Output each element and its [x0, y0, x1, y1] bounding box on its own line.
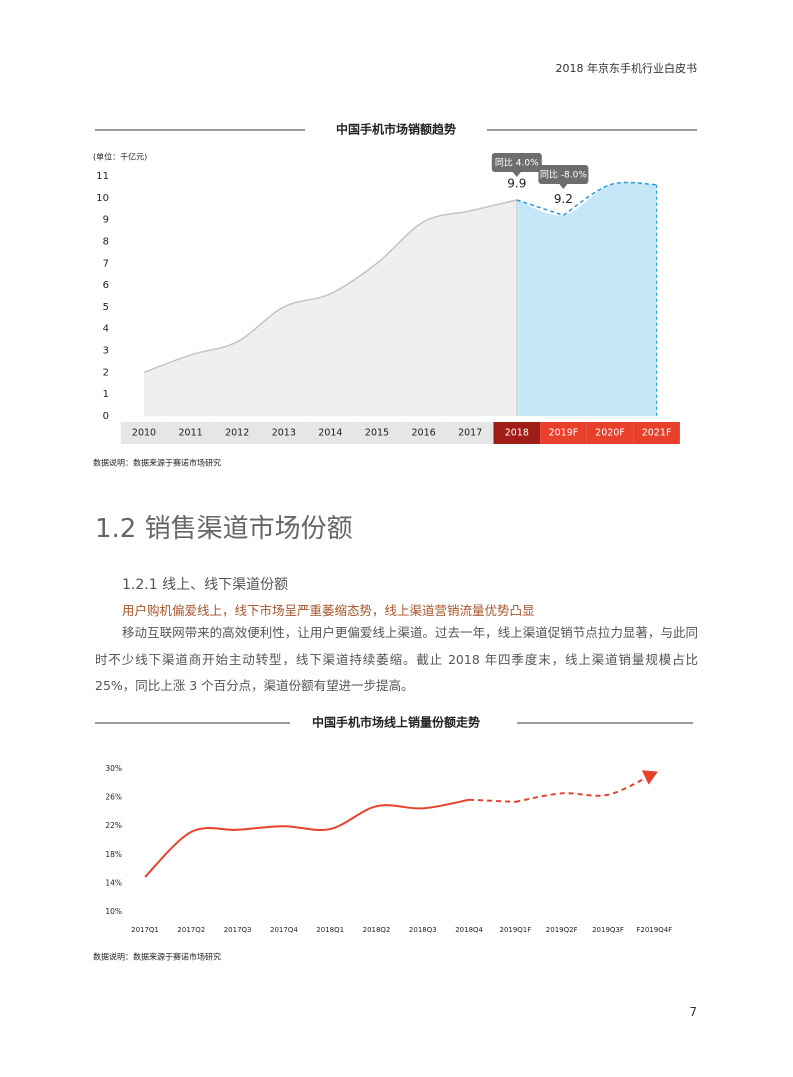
- x-tick-label: 2014: [318, 428, 342, 439]
- section-subtitle: 1.2.1 线上、线下渠道份额: [122, 577, 289, 593]
- x-tick-label: 2015: [365, 428, 389, 439]
- x-tick-label: 2017Q3: [224, 926, 252, 934]
- category-band: [167, 422, 214, 444]
- x-tick-label: 2017Q1: [131, 926, 159, 934]
- lead: 用户购机偏爱线上，线下市场呈严重萎缩态势，线上渠道营销流量优势凸显: [122, 603, 535, 618]
- annotation: 同比 -8.0%: [540, 169, 587, 181]
- area-line: [562, 181, 657, 216]
- x-tick-label: 2018Q4: [455, 926, 483, 934]
- x-tick-label: 2012: [225, 428, 249, 439]
- chart-title: 中国手机市场线上销量份额走势: [312, 715, 480, 730]
- y-tick-label: 22%: [105, 821, 122, 830]
- annotation-box: [538, 165, 589, 184]
- y-tick-label: 5: [103, 302, 109, 313]
- category-band: [353, 422, 401, 444]
- header: 2018 年京东手机行业白皮书: [555, 62, 698, 75]
- value-label: 9.2: [554, 192, 573, 206]
- x-tick-label: 2018Q1: [316, 926, 344, 934]
- x-tick-label: 2011: [179, 428, 203, 439]
- y-tick-label: 1: [103, 389, 109, 400]
- section-title: 1.2 销售渠道市场份额: [95, 514, 353, 544]
- y-tick-label: 7: [103, 258, 109, 269]
- value-label: 9.9: [507, 177, 526, 191]
- line: [144, 798, 470, 878]
- x-tick-label: 2017Q4: [270, 926, 298, 934]
- category-band: [400, 422, 447, 444]
- y-tick-label: 9: [103, 215, 109, 226]
- page-number: 7: [689, 1005, 697, 1019]
- y-tick-label: 10%: [105, 907, 122, 916]
- x-tick-label: 2010: [132, 428, 156, 439]
- line: [515, 770, 658, 803]
- x-tick-label: 2018Q2: [363, 926, 391, 934]
- category-band: [213, 422, 261, 444]
- body-text: 移动互联网带来的高效便利性，让用户更偏爱线上渠道。过去一年，线上渠道促销节点拉力…: [95, 625, 698, 693]
- x-tick-label: 2017: [458, 428, 482, 439]
- x-tick-label: 2019F: [549, 428, 579, 439]
- area-line: [143, 199, 517, 374]
- category-band: [260, 422, 308, 444]
- connector: [469, 798, 516, 803]
- y-tick-label: 14%: [105, 878, 122, 887]
- y-tick-label: 4: [103, 324, 109, 335]
- x-tick-label: 2017Q2: [177, 926, 205, 934]
- x-tick-label: 2019Q1F: [499, 926, 531, 934]
- x-tick-label: 2018: [505, 428, 529, 439]
- annotation-tip: [559, 184, 568, 189]
- unit-label: (单位：千亿元): [93, 152, 147, 162]
- chart-title: 中国手机市场销额趋势: [336, 122, 456, 137]
- y-tick-label: 26%: [105, 793, 122, 802]
- source-note: 数据说明：数据来源于赛诺市场研究: [93, 458, 221, 468]
- y-tick-label: 18%: [105, 850, 122, 859]
- x-tick-label: 2016: [412, 428, 436, 439]
- y-tick-label: 0: [103, 411, 109, 422]
- y-tick-label: 8: [103, 236, 109, 247]
- y-tick-label: 30%: [105, 764, 122, 773]
- annotation-tip: [512, 172, 521, 177]
- y-tick-label: 3: [103, 346, 109, 357]
- annotation-box: [491, 153, 542, 172]
- category-band: [120, 422, 168, 444]
- area-fill: [516, 182, 657, 416]
- x-tick-label: 2020F: [595, 428, 625, 439]
- category-band: [446, 422, 494, 444]
- connector: [516, 199, 564, 216]
- x-tick-label: 2021F: [642, 428, 672, 439]
- x-tick-label: 2019Q2F: [546, 926, 578, 934]
- category-band: [307, 422, 354, 444]
- x-tick-label: 2018Q3: [409, 926, 437, 934]
- category-band: [633, 422, 680, 444]
- source-note: 数据说明：数据来源于赛诺市场研究: [93, 952, 221, 962]
- y-tick-label: 6: [103, 280, 109, 291]
- category-band: [586, 422, 634, 444]
- y-tick-label: 11: [96, 171, 109, 182]
- y-tick-label: 2: [103, 367, 109, 378]
- x-tick-label: 2019Q3F: [592, 926, 624, 934]
- y-tick-label: 10: [96, 193, 109, 204]
- x-tick-label: 2013: [272, 428, 296, 439]
- annotation: 同比 4.0%: [495, 157, 539, 169]
- x-tick-label: F2019Q4F: [636, 926, 672, 934]
- category-band: [493, 422, 541, 444]
- category-band: [540, 422, 587, 444]
- area-fill: [144, 200, 517, 416]
